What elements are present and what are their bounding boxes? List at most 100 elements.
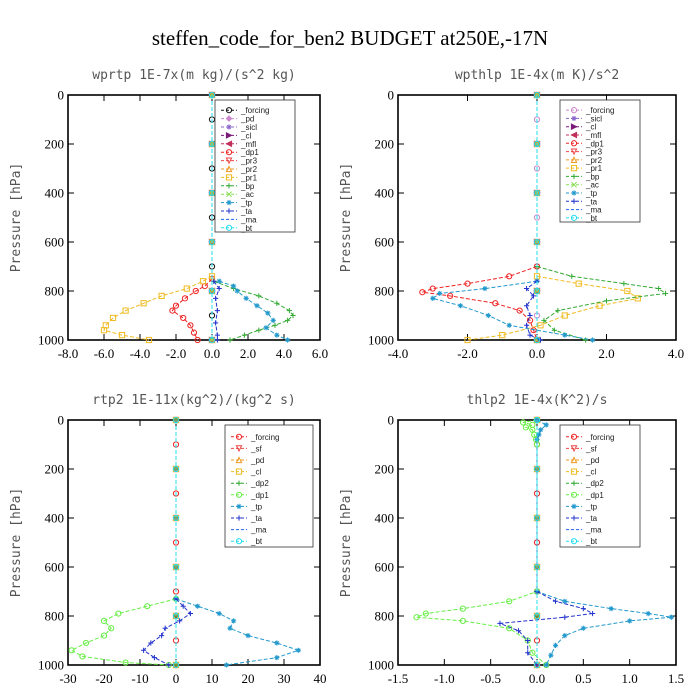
data-point bbox=[533, 214, 541, 221]
legend: _forcing_pd_sicl_cl_mfl_dp1_pr3_pr2_pr1_… bbox=[214, 99, 296, 233]
data-point bbox=[151, 655, 157, 661]
data-point bbox=[213, 320, 219, 326]
data-point bbox=[216, 610, 222, 617]
y-tick-label: 800 bbox=[375, 284, 395, 299]
data-point bbox=[285, 317, 291, 323]
legend-label: _pr1 bbox=[240, 173, 258, 182]
legend-item: _forcing bbox=[231, 433, 279, 442]
series-line bbox=[175, 598, 300, 666]
x-tick-label: -30 bbox=[59, 671, 76, 686]
legend-item: _pr2 bbox=[566, 156, 603, 165]
series-pr1 bbox=[100, 273, 216, 344]
y-tick-label: 400 bbox=[45, 186, 65, 201]
data-point bbox=[227, 625, 233, 631]
data-point bbox=[533, 612, 541, 620]
data-point bbox=[100, 327, 108, 334]
data-point bbox=[272, 322, 278, 328]
data-point bbox=[562, 633, 568, 639]
y-tick-label: 400 bbox=[375, 511, 395, 526]
data-point bbox=[430, 295, 436, 301]
series-bt bbox=[172, 416, 180, 669]
legend-item: _tp bbox=[221, 199, 253, 208]
legend-item: _ta bbox=[566, 197, 598, 206]
data-point bbox=[537, 337, 544, 343]
legend-marker bbox=[226, 191, 232, 198]
legend-label: _ta bbox=[585, 197, 598, 206]
x-tick-label: -0.5 bbox=[480, 671, 501, 686]
legend-item: _mfl bbox=[221, 140, 256, 149]
legend-marker bbox=[236, 515, 242, 521]
legend-item: _pd bbox=[566, 456, 599, 465]
legend-item: _cl bbox=[231, 468, 261, 477]
data-point bbox=[429, 285, 436, 292]
panel-title: wpthlp 1E-4x(m K)/s^2 bbox=[455, 68, 619, 83]
data-point bbox=[527, 312, 533, 319]
data-point bbox=[533, 287, 541, 295]
data-point bbox=[541, 317, 547, 323]
x-tick-label: -4.0 bbox=[388, 346, 409, 361]
y-tick-label: 800 bbox=[375, 609, 395, 624]
legend-marker bbox=[236, 503, 242, 509]
data-point bbox=[216, 278, 222, 284]
legend-marker bbox=[570, 140, 578, 147]
x-tick-label: -2.0 bbox=[166, 346, 187, 361]
series-line bbox=[213, 280, 294, 341]
legend-marker bbox=[235, 445, 243, 453]
data-point bbox=[608, 606, 614, 612]
data-point bbox=[523, 303, 530, 309]
data-point bbox=[522, 424, 529, 431]
x-tick-label: 6.0 bbox=[312, 346, 328, 361]
series-line bbox=[416, 419, 547, 666]
legend-label: _tp bbox=[240, 199, 253, 208]
data-point bbox=[122, 659, 129, 666]
data-point bbox=[208, 165, 216, 172]
data-point bbox=[208, 238, 216, 246]
legend-marker bbox=[570, 123, 578, 131]
data-point bbox=[227, 337, 233, 343]
data-point bbox=[533, 165, 541, 172]
legend-item: _dp1 bbox=[566, 491, 604, 500]
plot-frame bbox=[67, 94, 321, 341]
data-point bbox=[208, 336, 216, 344]
x-tick-label: 10 bbox=[206, 671, 219, 686]
data-point bbox=[437, 290, 443, 297]
data-point bbox=[100, 617, 108, 625]
data-point bbox=[109, 314, 117, 322]
x-tick-label: 0.0 bbox=[529, 671, 545, 686]
legend-marker bbox=[225, 115, 233, 122]
legend-marker bbox=[225, 149, 233, 156]
data-point bbox=[525, 637, 531, 644]
legend-label: _cl bbox=[585, 468, 596, 477]
legend-marker bbox=[235, 491, 243, 498]
x-tick-label: 20 bbox=[242, 671, 255, 686]
y-tick-label: 200 bbox=[375, 462, 395, 477]
legend-label: _mfl bbox=[585, 131, 601, 140]
legend-label: _tp bbox=[585, 502, 598, 511]
data-point bbox=[533, 140, 541, 148]
legend-label: _ma bbox=[585, 206, 602, 215]
data-point bbox=[231, 283, 237, 289]
y-tick-label: 400 bbox=[375, 186, 395, 201]
data-point bbox=[520, 419, 527, 426]
legend-label: _ma bbox=[240, 215, 257, 224]
y-tick-label: 0 bbox=[388, 413, 395, 428]
data-point bbox=[199, 278, 207, 285]
legend-item: _pr1 bbox=[221, 173, 258, 182]
data-point bbox=[172, 416, 180, 424]
series-bt bbox=[533, 91, 541, 344]
data-point bbox=[533, 189, 541, 197]
data-point bbox=[177, 618, 183, 624]
data-point bbox=[285, 337, 291, 343]
x-tick-label: 30 bbox=[278, 671, 291, 686]
data-point bbox=[634, 295, 641, 302]
data-point bbox=[208, 140, 216, 148]
data-point bbox=[482, 285, 488, 292]
data-point bbox=[208, 287, 216, 295]
legend-item: _ac bbox=[221, 190, 254, 199]
legend-label: _sf bbox=[585, 444, 597, 453]
data-point bbox=[158, 292, 165, 299]
data-point bbox=[419, 289, 426, 296]
legend-label: _cl bbox=[585, 123, 596, 132]
legend-label: _tp bbox=[250, 502, 263, 511]
legend-label: _forcing bbox=[250, 433, 279, 442]
